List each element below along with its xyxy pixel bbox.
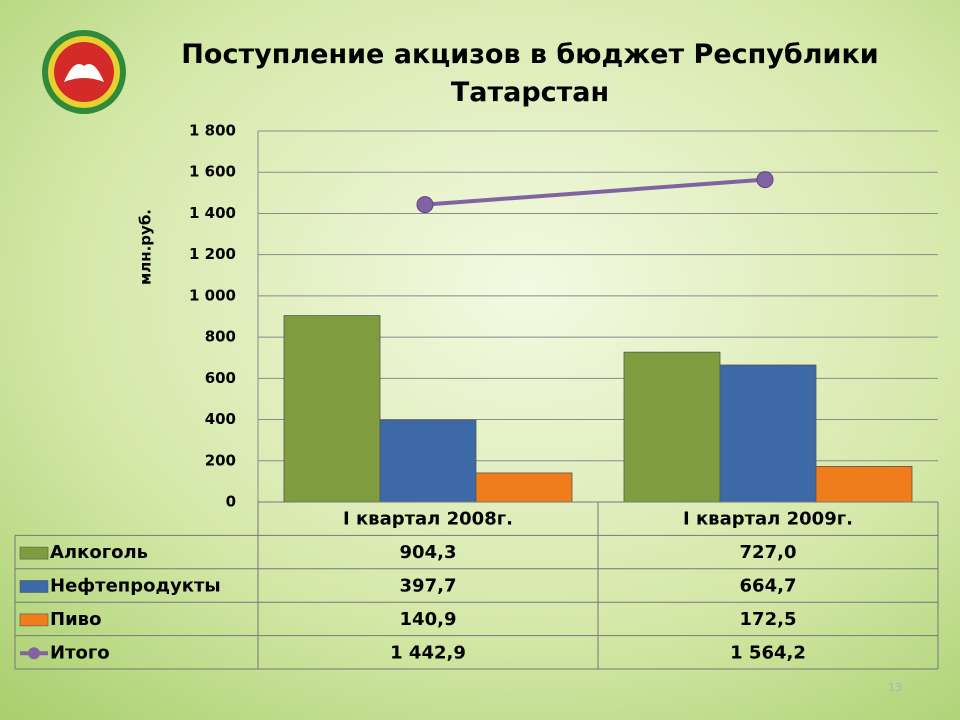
x-tick-label: I квартал 2009г. [683, 509, 853, 530]
value-label: 727,0 [740, 542, 797, 563]
legend-key [19, 613, 49, 627]
line-marker [416, 196, 434, 214]
legend-label: Итого [50, 642, 110, 663]
bar [475, 472, 573, 503]
value-label: 904,3 [400, 542, 457, 563]
bar [379, 419, 477, 503]
y-tick-label: 400 [205, 410, 236, 428]
value-label: 172,5 [740, 609, 797, 630]
value-label: 397,7 [400, 576, 457, 597]
value-label: 1 442,9 [390, 642, 466, 663]
y-tick-label: 600 [205, 369, 236, 387]
line-marker [756, 171, 774, 189]
bar [623, 351, 721, 503]
bar [719, 364, 817, 503]
y-tick-label: 1 800 [189, 122, 236, 140]
emblem [42, 30, 126, 114]
y-tick-label: 1 600 [189, 163, 236, 181]
legend-label: Нефтепродукты [50, 576, 221, 597]
chart-title: Поступление акцизов в бюджет Республики Т… [181, 39, 878, 108]
bar [283, 315, 381, 503]
value-label: 1 564,2 [730, 642, 806, 663]
legend-key [28, 647, 40, 660]
bar [815, 466, 913, 503]
legend-key [19, 580, 49, 593]
value-label: 140,9 [400, 609, 457, 630]
y-tick-label: 1 200 [189, 245, 236, 263]
y-tick-label: 1 000 [189, 286, 236, 304]
page-number: 13 [888, 681, 902, 694]
y-tick-label: 0 [226, 493, 236, 511]
legend-label: Алкоголь [50, 542, 148, 563]
y-tick-label: 200 [205, 451, 236, 469]
line [424, 177, 766, 207]
y-tick-label: 800 [205, 328, 236, 346]
legend-label: Пиво [50, 609, 101, 630]
legend-key [19, 546, 49, 560]
y-tick-label: 1 400 [189, 204, 236, 222]
value-label: 664,7 [740, 576, 797, 597]
x-tick-label: I квартал 2008г. [343, 509, 513, 530]
y-axis-label: млн.руб. [137, 209, 155, 285]
